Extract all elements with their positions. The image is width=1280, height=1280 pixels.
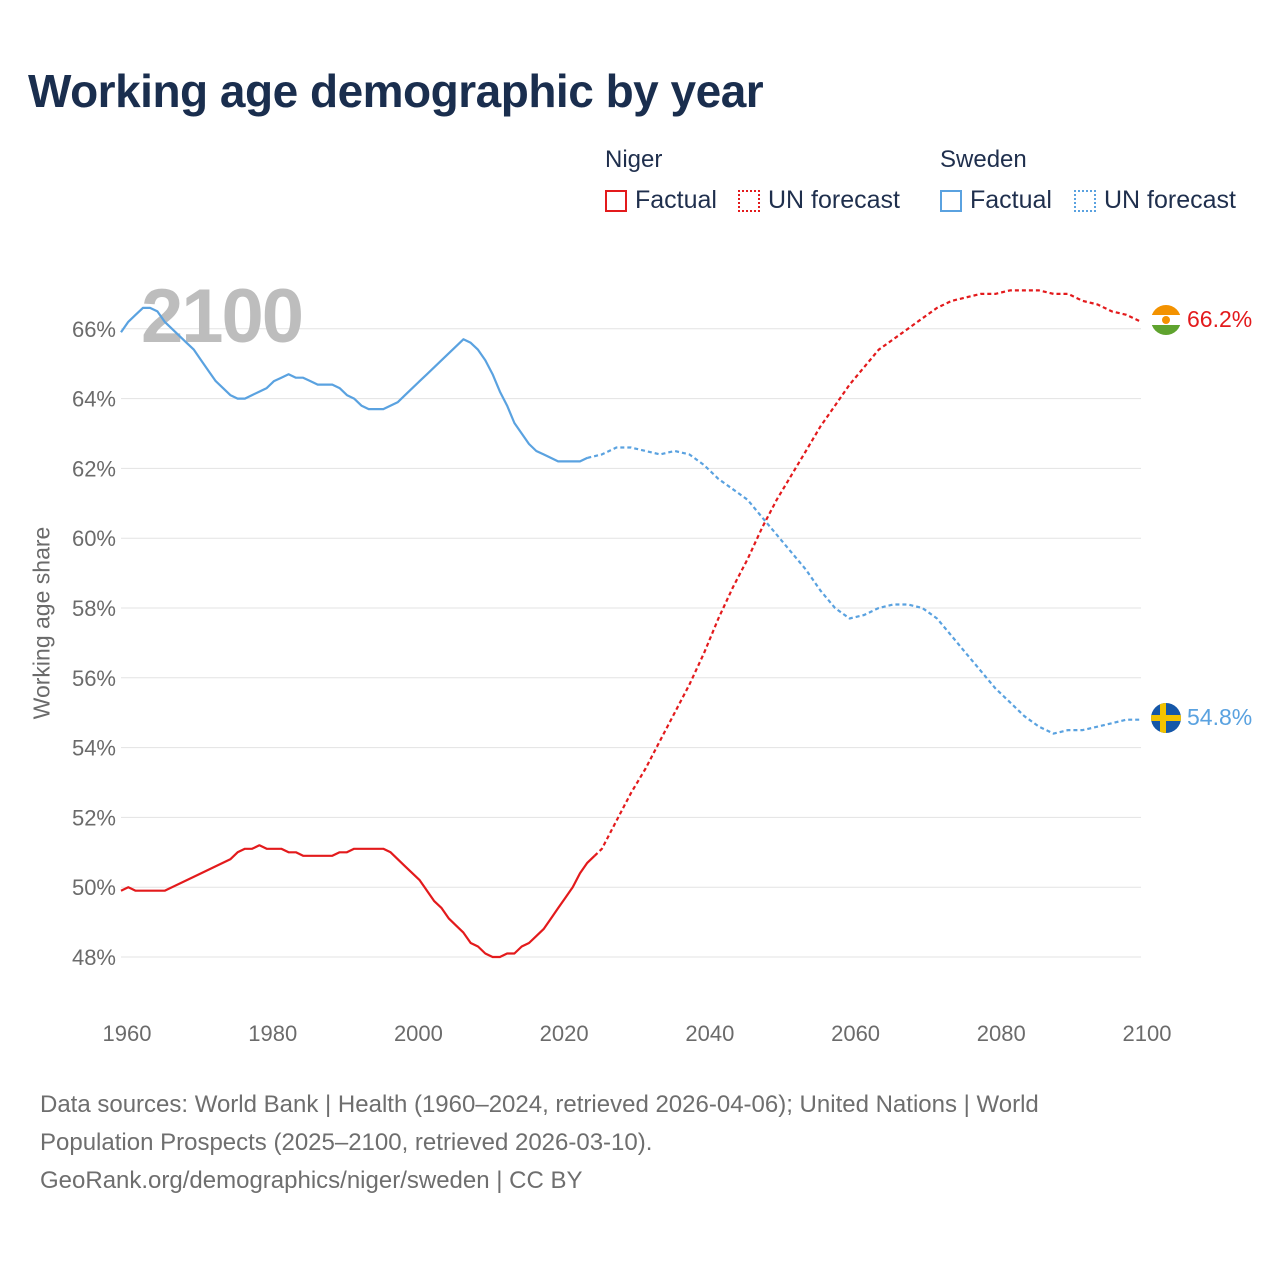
legend-sweden-forecast[interactable]: UN forecast [1074, 186, 1236, 215]
y-tick-label: 66% [72, 317, 116, 342]
x-tick-label: 2040 [685, 1021, 734, 1046]
legend-niger-forecast-swatch [738, 189, 760, 212]
niger-forecast-line[interactable] [593, 289, 1142, 857]
legend-sweden-factual-swatch [940, 189, 962, 212]
y-tick-label: 48% [72, 945, 116, 970]
sweden-forecast-line[interactable] [587, 446, 1141, 735]
legend-niger-factual-label: Factual [635, 186, 717, 214]
x-tick-label: 2080 [977, 1021, 1026, 1046]
legend-sweden-forecast-label: UN forecast [1104, 186, 1236, 214]
legend-sweden-forecast-swatch [1074, 189, 1096, 212]
footer-sources-line1: Data sources: World Bank | Health (1960–… [40, 1091, 1039, 1118]
sweden-factual-line[interactable] [120, 306, 588, 463]
y-tick-label: 54% [72, 736, 116, 761]
niger-end-label: 66.2% [1187, 306, 1252, 332]
x-tick-label: 1980 [248, 1021, 297, 1046]
niger-flag-icon [1151, 305, 1181, 335]
sweden-flag-icon [1151, 703, 1181, 733]
legend-sweden-factual[interactable]: Factual [940, 186, 1052, 215]
series-lines [120, 289, 1142, 959]
y-tick-label: 58% [72, 596, 116, 621]
legend-niger-factual-swatch [605, 189, 627, 212]
footer-attribution[interactable]: GeoRank.org/demographics/niger/sweden | … [40, 1167, 583, 1194]
year-watermark: 2100 [141, 274, 302, 359]
x-tick-label: 2000 [394, 1021, 443, 1046]
line-chart: 2100 48% 50% 52% 54% 56% 58% 60% 62% 64% 66% 1960… [72, 274, 1252, 1046]
chart-title: Working age demographic by year [28, 65, 764, 117]
y-tick-label: 50% [72, 875, 116, 900]
legend-niger-forecast-label: UN forecast [768, 186, 900, 214]
gridlines [121, 328, 1141, 958]
footer-sources-line2: Population Prospects (2025–2100, retriev… [40, 1129, 653, 1156]
legend-niger-forecast[interactable]: UN forecast [738, 186, 900, 215]
sweden-end-label: 54.8% [1187, 704, 1252, 730]
x-tick-label: 2020 [540, 1021, 589, 1046]
legend-niger-factual[interactable]: Factual [605, 186, 717, 215]
footer: Data sources: World Bank | Health (1960–… [40, 1086, 1240, 1200]
y-tick-label: 52% [72, 805, 116, 830]
end-markers [1151, 305, 1181, 733]
y-axis-ticks: 48% 50% 52% 54% 56% 58% 60% 62% 64% 66% [72, 317, 116, 970]
legend-sweden-factual-label: Factual [970, 186, 1052, 214]
y-tick-label: 56% [72, 666, 116, 691]
legend-group-niger: Niger [605, 146, 663, 173]
x-tick-label: 1960 [103, 1021, 152, 1046]
y-tick-label: 64% [72, 387, 116, 412]
x-tick-label: 2100 [1123, 1021, 1172, 1046]
x-axis-ticks: 1960 1980 2000 2020 2040 2060 2080 2100 [103, 1021, 1172, 1046]
niger-factual-line[interactable] [120, 844, 596, 959]
y-tick-label: 60% [72, 526, 116, 551]
legend-group-sweden: Sweden [940, 146, 1027, 173]
x-tick-label: 2060 [831, 1021, 880, 1046]
y-tick-label: 62% [72, 456, 116, 481]
